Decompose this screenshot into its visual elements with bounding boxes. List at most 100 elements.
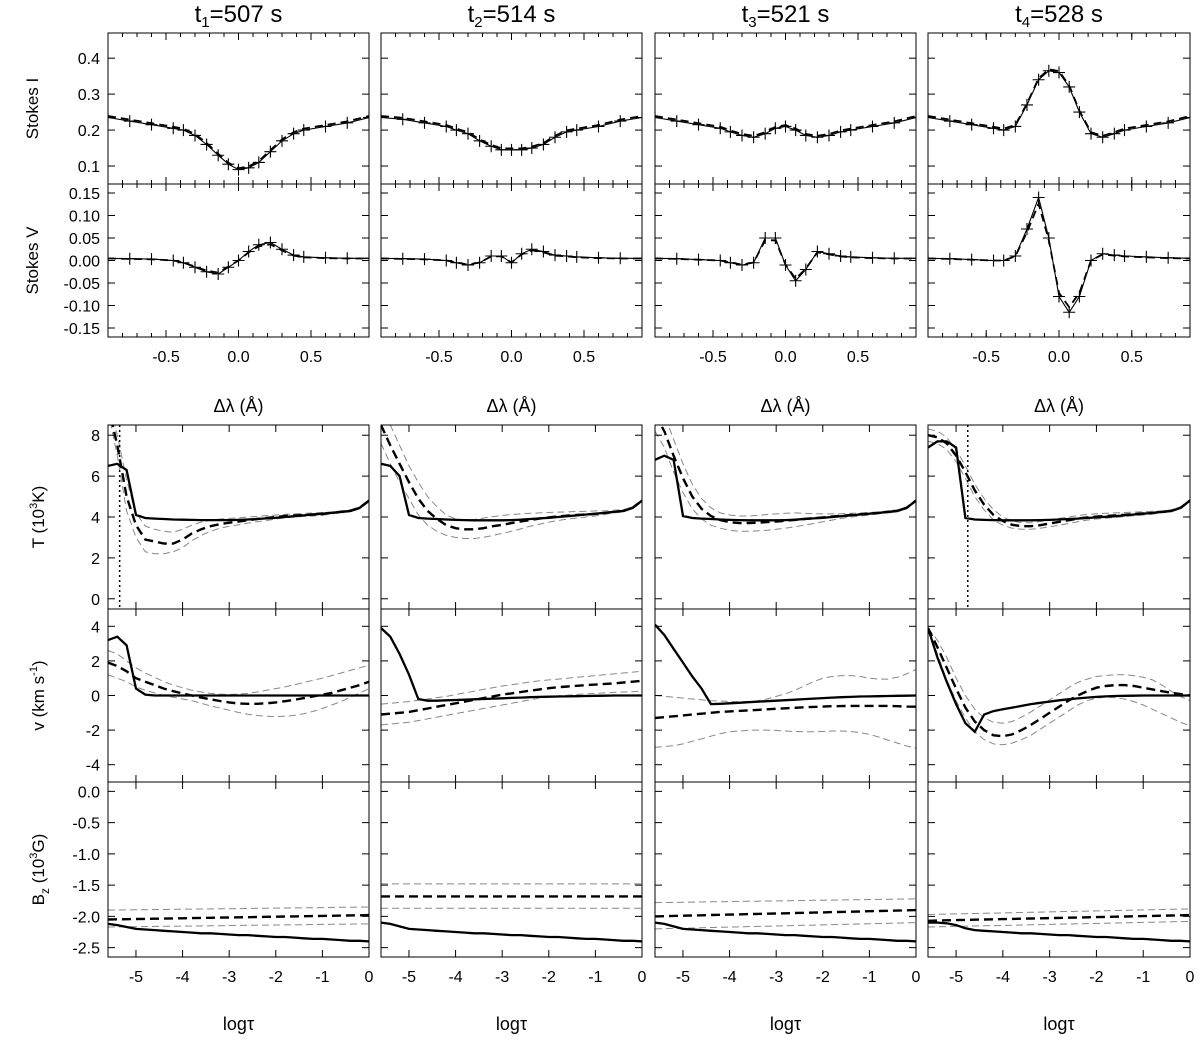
stokes-I-point <box>636 111 642 124</box>
stokes-I-point <box>1162 116 1175 129</box>
stokes-I-point <box>724 125 737 138</box>
stokes-V-point <box>823 247 835 260</box>
stokes-I-point <box>1184 111 1190 124</box>
xtick-label: -0.5 <box>972 349 1000 366</box>
stokes-I-point <box>232 163 245 176</box>
stokes-I-point <box>1020 98 1033 111</box>
stokes-V-point <box>769 232 782 244</box>
stokes-V-point <box>736 259 748 271</box>
stokes-V-point <box>570 250 583 263</box>
xtick-label: -3 <box>769 969 783 986</box>
stokes-V-point <box>222 261 235 274</box>
stokes-I-point <box>177 124 190 137</box>
stokes-I-point <box>714 122 727 135</box>
v-error-lower <box>655 729 916 749</box>
ytick-label-B: -2.0 <box>72 909 100 926</box>
ytick-label-v: 4 <box>91 619 100 636</box>
v-error-upper <box>108 650 369 696</box>
xtick-label: 0.5 <box>1121 349 1143 366</box>
stokes-V-point <box>1009 250 1022 262</box>
stokes-V-point <box>276 243 288 256</box>
stokes-I-point <box>655 111 661 124</box>
stokes-V-point <box>537 245 550 258</box>
ytick-label-T: 2 <box>91 551 100 568</box>
stokes-V-point <box>381 252 387 265</box>
stokes-I-point <box>987 122 1000 135</box>
T-error-lower <box>928 440 1190 530</box>
xtick-label: -4 <box>448 969 462 986</box>
stokes-V-point <box>1118 250 1131 262</box>
xtick-label: -4 <box>175 969 189 986</box>
ylabel-I: Stokes I <box>23 78 42 139</box>
panel-V-1-frame <box>107 183 370 338</box>
v-inverted <box>381 679 642 716</box>
stokes-V-point <box>1140 250 1153 263</box>
panel-B-3-plot <box>655 898 916 943</box>
panel-v-2-plot <box>381 627 642 726</box>
stokes-V-point <box>1184 252 1190 265</box>
stokes-V-point <box>242 245 255 258</box>
xtick-label: -4 <box>996 969 1010 986</box>
v-model <box>655 623 916 706</box>
stokes-V-point <box>670 252 683 265</box>
B-error-upper <box>108 906 369 911</box>
stokes-V-point <box>997 254 1010 267</box>
stokes-V-point <box>418 253 431 266</box>
T-inverted <box>381 425 642 531</box>
xlabel-top-3: Δλ (Å) <box>760 396 810 416</box>
panel-I-3-plot <box>655 111 916 144</box>
stokes-I-point <box>297 124 310 137</box>
stokes-V-point <box>167 254 180 267</box>
stokes-V-point <box>614 252 627 265</box>
xtick-label: -0.5 <box>152 349 180 366</box>
stokes-I-point <box>614 115 627 128</box>
stokes-I-point <box>560 125 573 138</box>
xlabel-top-1: Δλ (Å) <box>213 396 263 416</box>
stokes-I-point <box>965 118 978 131</box>
ytick-label-T: 8 <box>91 428 100 445</box>
ytick-label-I: 0.1 <box>78 159 100 176</box>
stokes-I-point <box>252 156 265 169</box>
stokes-V-point <box>1032 191 1045 204</box>
xtick-label: -5 <box>676 969 690 986</box>
xtick-label: 0.0 <box>1048 349 1070 366</box>
ytick-label-V: -0.15 <box>64 321 101 338</box>
stokes-V-point <box>866 251 879 264</box>
ytick-label-B: -2.5 <box>72 941 100 958</box>
stokes-V-point <box>264 236 277 249</box>
T-inverted <box>928 434 1190 528</box>
stokes-V-point <box>525 243 538 256</box>
xtick-label: -1 <box>862 969 876 986</box>
xtick-label: -5 <box>129 969 143 986</box>
xtick-label: -3 <box>222 969 236 986</box>
stokes-I-point <box>276 134 288 147</box>
xtick-label: -1 <box>315 969 329 986</box>
v-error-lower <box>928 627 1190 746</box>
stokes-I-point <box>495 143 508 156</box>
xtick-label: 0.5 <box>300 349 322 366</box>
stokes-I-point <box>592 120 605 133</box>
T-error-lower <box>381 443 642 539</box>
stokes-I-point <box>108 111 114 124</box>
B-error-lower <box>655 922 916 930</box>
panel-B-1-frame <box>107 781 370 958</box>
stokes-I-point <box>222 158 235 171</box>
stokes-V-point <box>811 245 824 258</box>
T-error-lower <box>655 430 916 532</box>
B-inverted <box>108 913 369 921</box>
stokes-I-obs <box>108 116 369 171</box>
column-title-3: t3=521 s <box>742 1 830 31</box>
stokes-I-point <box>823 129 835 142</box>
panel-V-3-frame <box>654 183 917 338</box>
xlabel-bottom-3: logτ <box>770 1014 801 1034</box>
stokes-V-point <box>779 259 792 271</box>
v-model <box>108 635 369 697</box>
stokes-V-point <box>212 268 225 280</box>
stokes-I-point <box>264 145 277 158</box>
stokes-V-point <box>495 250 508 262</box>
panel-V-4-frame <box>927 183 1191 338</box>
panel-I-4-frame <box>927 32 1191 185</box>
stokes-V-point <box>462 259 474 271</box>
panel-I-4-plot <box>928 64 1190 144</box>
panel-V-4-plot <box>928 191 1190 319</box>
